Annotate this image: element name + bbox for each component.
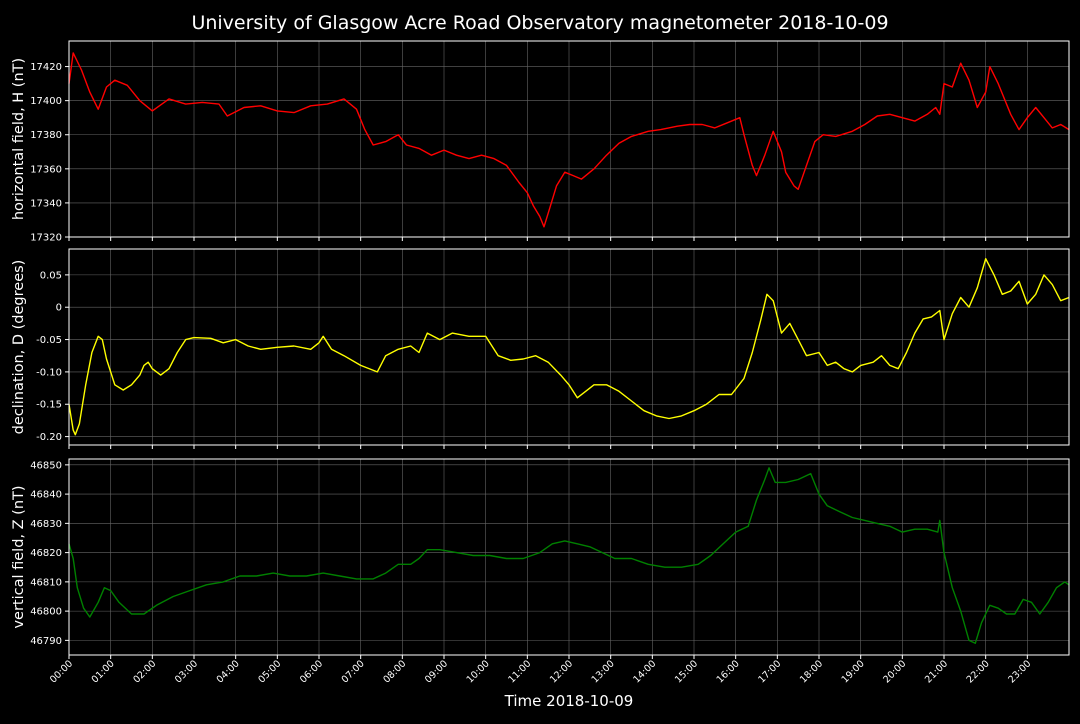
plot-frame	[68, 40, 1070, 238]
x-tick-label: 18:00	[798, 658, 825, 685]
y-tick-label: -0.15	[36, 400, 62, 411]
x-tick-label: 05:00	[256, 658, 283, 685]
x-tick-label: 10:00	[465, 658, 492, 685]
chart-panel-1: 17320 17340 17360 17380 17400 17420horizontal…	[11, 40, 1070, 244]
y-tick-label: 46810	[30, 577, 62, 588]
x-tick-label: 16:00	[715, 658, 742, 685]
chart-panel-3: 46790 46800 46810 46820 46830 46840 46850 verti…	[11, 458, 1070, 659]
y-tick-label: 17320	[30, 233, 62, 244]
series-line-2	[68, 258, 1070, 436]
x-tick-label: 19:00	[840, 658, 867, 685]
x-tick-label: 21:00	[923, 658, 950, 685]
x-tick-label: 02:00	[131, 658, 158, 685]
series-line-1	[68, 52, 1070, 228]
x-tick-label: 14:00	[631, 658, 658, 685]
y-tick-label: 46800	[30, 607, 62, 618]
x-tick-label: 08:00	[381, 658, 408, 685]
y-tick-label: 46850	[30, 460, 62, 471]
x-tick-label: 03:00	[173, 658, 200, 685]
x-tick-label: 04:00	[215, 658, 242, 685]
y-axis-label: declination, D (degrees)	[11, 260, 27, 435]
y-tick-label: -0.05	[36, 335, 62, 346]
x-tick-label: 07:00	[340, 658, 367, 685]
y-tick-label: 17380	[30, 130, 62, 141]
y-tick-label: 46790	[30, 636, 62, 647]
chart-panels: 17320 17340 17360 17380 17400 17420horizontal…	[11, 40, 1070, 659]
x-tick-label: 06:00	[298, 658, 325, 685]
y-tick-label: 0	[56, 303, 62, 314]
x-tick-label: 22:00	[965, 658, 992, 685]
y-tick-label: 46830	[30, 519, 62, 530]
y-tick-label: -0.20	[36, 432, 62, 443]
x-axis: 00:00 01:00 02:00 03:00 04:00 05:00 06:00 07:00…	[48, 658, 1033, 685]
y-tick-label: 0.05	[40, 270, 62, 281]
series-line-3	[68, 467, 1070, 644]
x-tick-label: 12:00	[548, 658, 575, 685]
x-tick-label: 15:00	[673, 658, 700, 685]
y-tick-label: -0.10	[36, 367, 62, 378]
y-axis-label: vertical field, Z (nT)	[11, 485, 27, 628]
y-tick-label: 17360	[30, 164, 62, 175]
x-tick-label: 13:00	[590, 658, 617, 685]
x-axis-label: Time 2018-10-09	[504, 692, 634, 710]
x-tick-label: 17:00	[756, 658, 783, 685]
y-tick-label: 17340	[30, 198, 62, 209]
plot-frame	[68, 248, 1070, 446]
x-tick-label: 23:00	[1006, 658, 1033, 685]
chart-title: University of Glasgow Acre Road Observat…	[191, 12, 888, 34]
chart-panel-2: -0.20 -0.15 -0.10 -0.05 0 0.05 declination, D …	[11, 248, 1070, 449]
x-tick-label: 01:00	[90, 658, 117, 685]
x-tick-label: 09:00	[423, 658, 450, 685]
y-axis-label: horizontal field, H (nT)	[11, 58, 27, 220]
y-tick-label: 17420	[30, 62, 62, 73]
y-tick-label: 46820	[30, 548, 62, 559]
x-tick-label: 20:00	[881, 658, 908, 685]
plot-frame	[68, 458, 1070, 656]
y-tick-label: 46840	[30, 490, 62, 501]
x-tick-label: 11:00	[506, 658, 533, 685]
x-tick-label: 00:00	[48, 658, 75, 685]
y-tick-label: 17400	[30, 96, 62, 107]
